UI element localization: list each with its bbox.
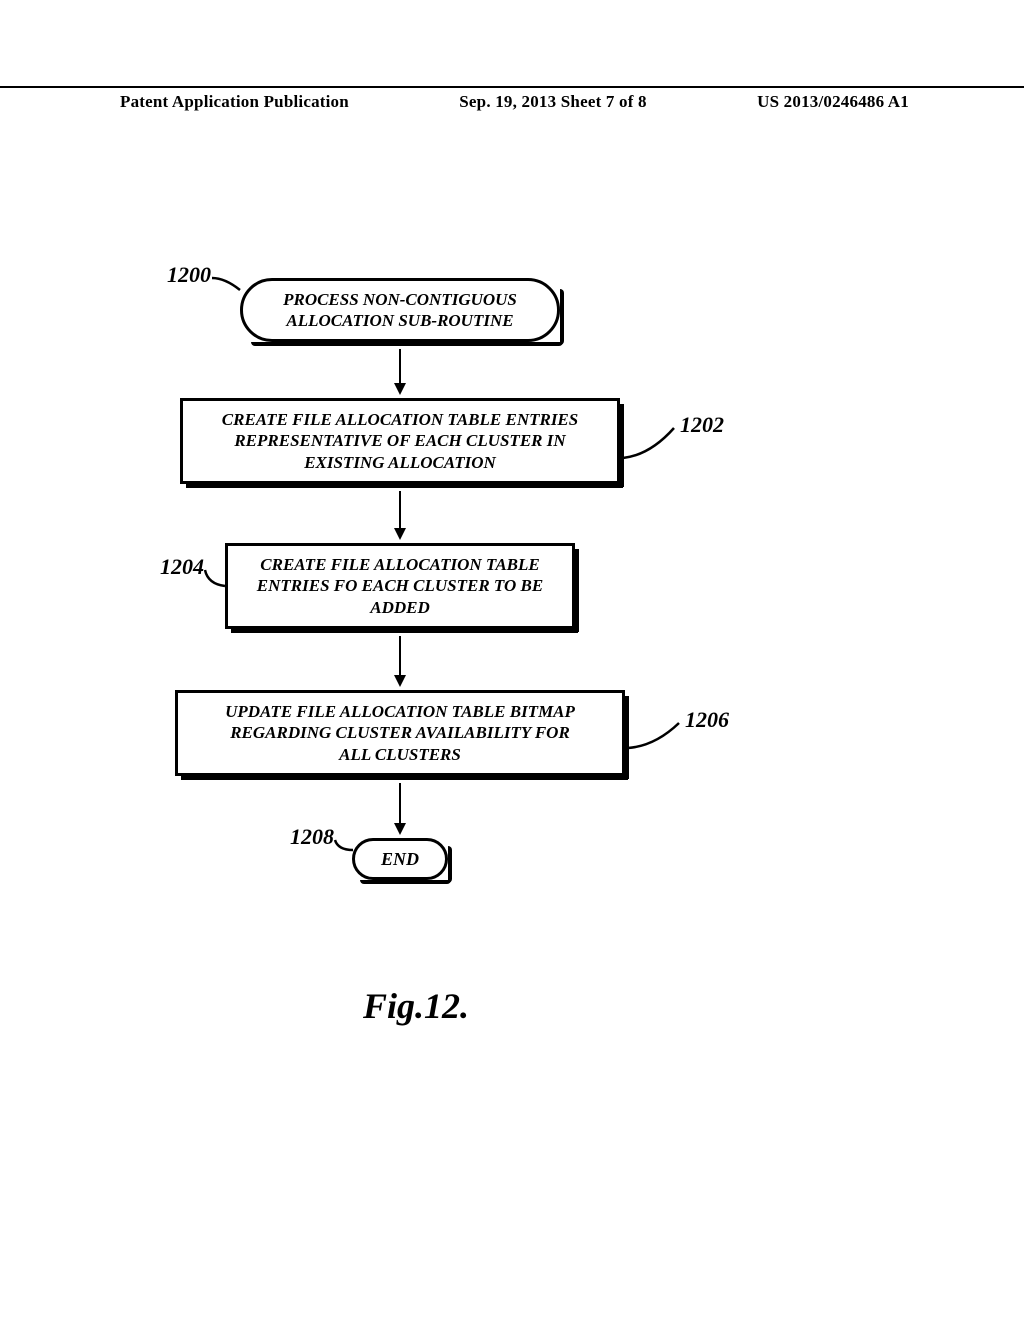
- flowchart-node-n1200: PROCESS NON-CONTIGUOUSALLOCATION SUB-ROU…: [240, 278, 560, 342]
- node-text: CREATE FILE ALLOCATION TABLE ENTRIESREPR…: [222, 409, 578, 473]
- node-text: UPDATE FILE ALLOCATION TABLE BITMAPREGAR…: [225, 701, 575, 765]
- header-right: US 2013/0246486 A1: [757, 92, 909, 110]
- page-header: Patent Application Publication Sep. 19, …: [0, 86, 1024, 110]
- header-center: Sep. 19, 2013 Sheet 7 of 8: [459, 92, 646, 110]
- flowchart-node-n1202: CREATE FILE ALLOCATION TABLE ENTRIESREPR…: [180, 398, 620, 484]
- ref-label-1200: 1200: [167, 262, 211, 288]
- flowchart-node-n1206: UPDATE FILE ALLOCATION TABLE BITMAPREGAR…: [175, 690, 625, 776]
- figure-caption: Fig.12.: [363, 985, 469, 1027]
- ref-label-1202: 1202: [680, 412, 724, 438]
- flowchart-connectors: [0, 0, 1024, 1320]
- node-text: END: [381, 848, 419, 871]
- header-left: Patent Application Publication: [120, 92, 349, 110]
- node-text: PROCESS NON-CONTIGUOUSALLOCATION SUB-ROU…: [283, 289, 517, 332]
- ref-label-1208: 1208: [290, 824, 334, 850]
- flowchart-node-n1208: END: [352, 838, 448, 880]
- ref-label-1204: 1204: [160, 554, 204, 580]
- flowchart-node-n1204: CREATE FILE ALLOCATION TABLEENTRIES FO E…: [225, 543, 575, 629]
- ref-label-1206: 1206: [685, 707, 729, 733]
- node-text: CREATE FILE ALLOCATION TABLEENTRIES FO E…: [257, 554, 543, 618]
